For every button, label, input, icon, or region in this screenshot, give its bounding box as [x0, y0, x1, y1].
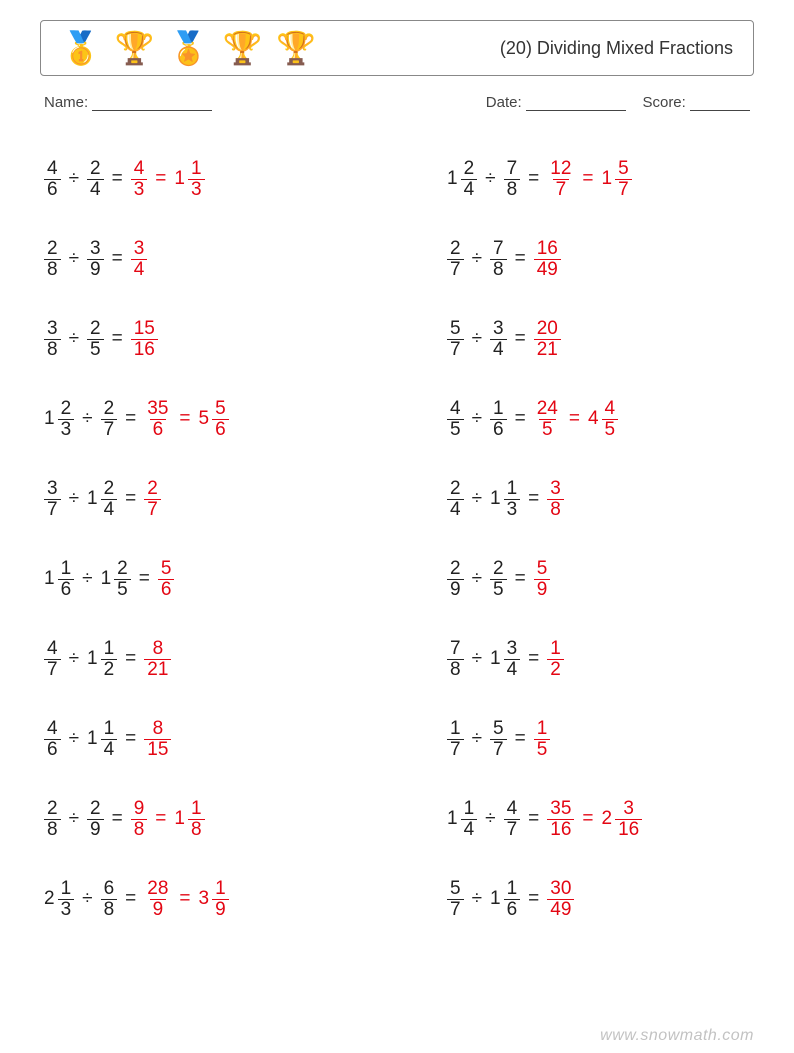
problem: 28÷29=98=118	[44, 779, 382, 859]
problem: 27÷78=1649	[412, 219, 750, 299]
problem: 78÷134=12	[412, 619, 750, 699]
problem: 24÷113=38	[412, 459, 750, 539]
trophy-icon: 🏅	[169, 32, 209, 64]
problem: 47÷112=821	[44, 619, 382, 699]
score-label: Score:	[642, 94, 685, 111]
problem: 116÷125=56	[44, 539, 382, 619]
problem: 46÷114=815	[44, 699, 382, 779]
problem: 57÷34=2021	[412, 299, 750, 379]
problem: 114÷47=3516=2316	[412, 779, 750, 859]
problem: 124÷78=127=157	[412, 139, 750, 219]
problem: 213÷68=289=319	[44, 859, 382, 939]
name-blank	[92, 96, 212, 111]
info-row: Name: Date: Score:	[44, 94, 750, 111]
header-box: 🥇 🏆 🏅 🏆 🏆 (20) Dividing Mixed Fractions	[40, 20, 754, 76]
trophy-icon: 🏆	[276, 32, 316, 64]
trophy-icon: 🥇	[61, 32, 101, 64]
problem: 123÷27=356=556	[44, 379, 382, 459]
date-score-field: Date: Score:	[486, 94, 750, 111]
problem: 38÷25=1516	[44, 299, 382, 379]
problem: 45÷16=245=445	[412, 379, 750, 459]
date-blank	[526, 96, 626, 111]
name-field: Name:	[44, 94, 212, 111]
problem: 37÷124=27	[44, 459, 382, 539]
problem: 57÷116=3049	[412, 859, 750, 939]
problem: 46÷24=43=113	[44, 139, 382, 219]
worksheet-title: (20) Dividing Mixed Fractions	[500, 38, 733, 59]
trophy-row: 🥇 🏆 🏅 🏆 🏆	[61, 32, 316, 64]
date-label: Date:	[486, 94, 522, 111]
problem: 17÷57=15	[412, 699, 750, 779]
watermark: www.snowmath.com	[600, 1027, 754, 1045]
problems-grid: 46÷24=43=113 124÷78=127=157 28÷39=34 27÷78=…	[40, 139, 754, 939]
score-blank	[690, 96, 750, 111]
trophy-icon: 🏆	[115, 32, 155, 64]
problem: 29÷25=59	[412, 539, 750, 619]
trophy-icon: 🏆	[223, 32, 263, 64]
problem: 28÷39=34	[44, 219, 382, 299]
name-label: Name:	[44, 94, 88, 111]
